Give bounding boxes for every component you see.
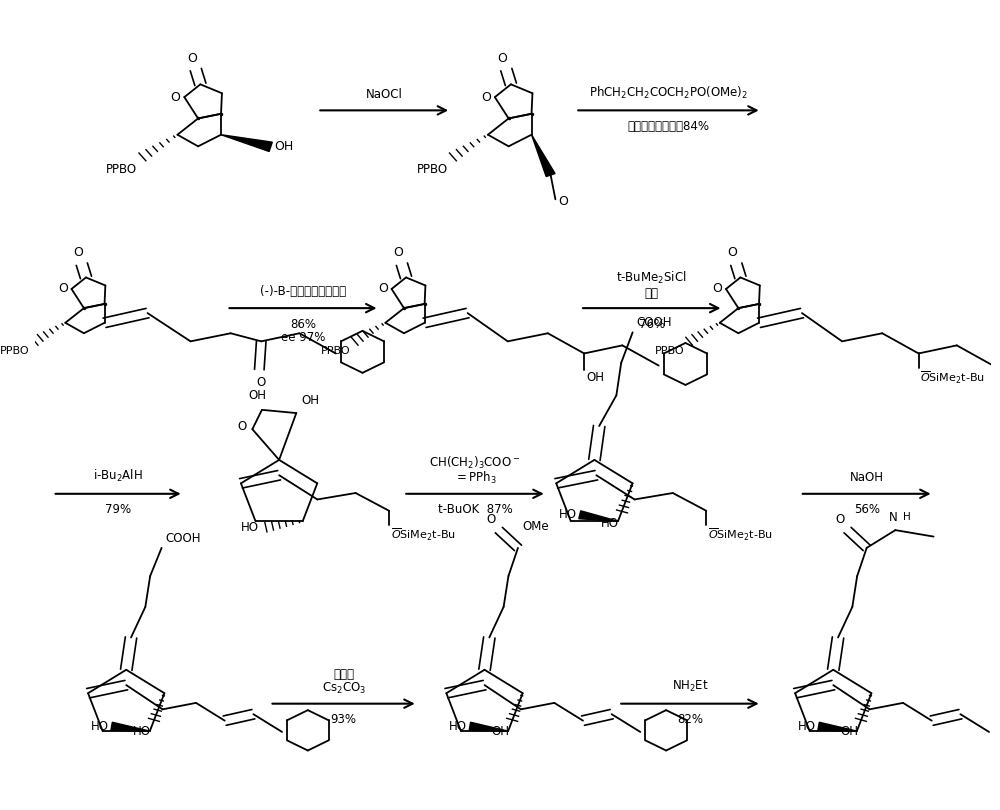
Text: O: O bbox=[498, 52, 507, 65]
Polygon shape bbox=[579, 511, 618, 521]
Text: 86%: 86% bbox=[290, 318, 316, 330]
Text: PPBO: PPBO bbox=[106, 163, 137, 176]
Text: NH$_2$Et: NH$_2$Et bbox=[672, 679, 708, 694]
Text: HO: HO bbox=[241, 521, 259, 534]
Text: OMe: OMe bbox=[523, 520, 549, 533]
Text: $=$PPh$_3$: $=$PPh$_3$ bbox=[454, 470, 496, 486]
Text: COOH: COOH bbox=[165, 531, 201, 544]
Text: PPBO: PPBO bbox=[320, 346, 350, 356]
Text: O: O bbox=[58, 283, 68, 296]
Text: OH: OH bbox=[491, 726, 509, 739]
Text: COOH: COOH bbox=[636, 316, 672, 329]
Text: HO: HO bbox=[601, 518, 619, 531]
Text: O: O bbox=[257, 376, 266, 389]
Text: t-BuOK  87%: t-BuOK 87% bbox=[438, 504, 512, 517]
Text: O: O bbox=[835, 513, 845, 526]
Text: 两步连续反应收率84%: 两步连续反应收率84% bbox=[627, 120, 709, 133]
Text: $\overline{O}$SiMe$_2$t-Bu: $\overline{O}$SiMe$_2$t-Bu bbox=[708, 527, 773, 544]
Text: 碘甲烷: 碘甲烷 bbox=[333, 668, 354, 681]
Text: (-)-B-氯代二膦胺基硼烷: (-)-B-氯代二膦胺基硼烷 bbox=[260, 285, 346, 298]
Text: PPBO: PPBO bbox=[417, 163, 448, 176]
Text: CH(CH$_2$)$_3$COO$^-$: CH(CH$_2$)$_3$COO$^-$ bbox=[429, 455, 521, 471]
Text: NaOH: NaOH bbox=[850, 471, 884, 484]
Text: $\overline{O}$SiMe$_2$t-Bu: $\overline{O}$SiMe$_2$t-Bu bbox=[391, 527, 456, 544]
Text: Cs$_2$CO$_3$: Cs$_2$CO$_3$ bbox=[322, 680, 366, 696]
Text: OH: OH bbox=[248, 389, 266, 402]
Text: O: O bbox=[712, 283, 722, 296]
Text: PPBO: PPBO bbox=[655, 346, 684, 356]
Text: O: O bbox=[73, 246, 83, 259]
Text: 82%: 82% bbox=[677, 714, 703, 727]
Text: 咪唑: 咪唑 bbox=[645, 287, 659, 300]
Text: PPBO: PPBO bbox=[0, 346, 30, 356]
Text: NaOCl: NaOCl bbox=[366, 87, 403, 100]
Text: 93%: 93% bbox=[331, 714, 357, 727]
Text: O: O bbox=[728, 246, 737, 259]
Text: $\overline{O}$SiMe$_2$t-Bu: $\overline{O}$SiMe$_2$t-Bu bbox=[920, 369, 985, 386]
Polygon shape bbox=[111, 723, 150, 731]
Text: O: O bbox=[558, 195, 568, 208]
Text: OH: OH bbox=[301, 394, 319, 407]
Text: O: O bbox=[378, 283, 388, 296]
Text: O: O bbox=[187, 52, 197, 65]
Text: O: O bbox=[487, 513, 496, 526]
Text: O: O bbox=[237, 420, 247, 433]
Text: OH: OH bbox=[586, 371, 604, 384]
Text: 79%: 79% bbox=[105, 504, 131, 517]
Text: O: O bbox=[393, 246, 403, 259]
Text: OH: OH bbox=[840, 726, 858, 739]
Text: i-Bu$_2$AlH: i-Bu$_2$AlH bbox=[93, 468, 143, 484]
Text: 76%: 76% bbox=[639, 318, 665, 330]
Polygon shape bbox=[469, 723, 508, 731]
Polygon shape bbox=[532, 134, 555, 177]
Text: HO: HO bbox=[91, 720, 109, 733]
Text: t-BuMe$_2$SiCl: t-BuMe$_2$SiCl bbox=[616, 270, 687, 286]
Text: O: O bbox=[171, 91, 181, 104]
Text: O: O bbox=[481, 91, 491, 104]
Polygon shape bbox=[221, 134, 272, 151]
Text: 56%: 56% bbox=[854, 504, 880, 517]
Text: HO: HO bbox=[559, 508, 577, 522]
Text: PhCH$_2$CH$_2$COCH$_2$PO(OMe)$_2$: PhCH$_2$CH$_2$COCH$_2$PO(OMe)$_2$ bbox=[589, 84, 748, 100]
Polygon shape bbox=[818, 723, 857, 731]
Text: H: H bbox=[903, 512, 911, 522]
Text: OH: OH bbox=[275, 140, 294, 153]
Text: N: N bbox=[889, 510, 898, 523]
Text: HO: HO bbox=[798, 720, 816, 733]
Text: ee 97%: ee 97% bbox=[281, 330, 325, 343]
Text: HO: HO bbox=[133, 726, 151, 739]
Text: HO: HO bbox=[449, 720, 467, 733]
